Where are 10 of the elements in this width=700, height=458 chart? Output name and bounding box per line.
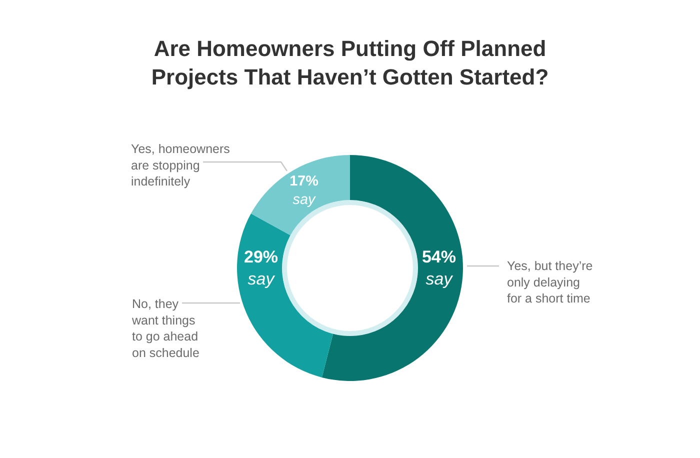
donut-slice xyxy=(322,155,463,381)
chart-title: Are Homeowners Putting Off Planned Projects That Haven’t Gotten Started? xyxy=(151,36,549,90)
data-label: 29% say xyxy=(244,247,278,289)
slice-label: No, they want things to go ahead on schedule xyxy=(131,297,200,360)
slice-label: Yes, homeowners are stopping indefinitely xyxy=(131,142,230,188)
slice-label: Yes, but they’re only delaying for a short time xyxy=(507,259,593,306)
data-label: 17% say xyxy=(290,173,319,208)
donut-slice xyxy=(237,214,334,378)
donut-slice xyxy=(250,155,350,236)
data-label: 54% say xyxy=(422,247,456,289)
